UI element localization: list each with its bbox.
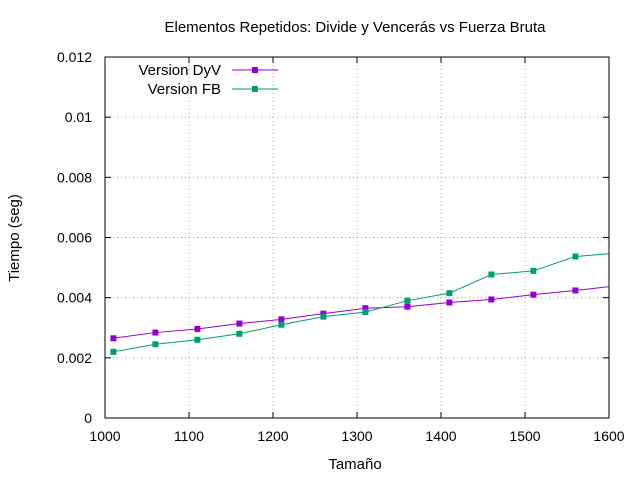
data-point bbox=[278, 316, 285, 323]
legend-label: Version FB bbox=[148, 81, 221, 98]
series-layer bbox=[110, 250, 620, 355]
data-point bbox=[614, 250, 620, 256]
x-axis-title: Tamaño bbox=[328, 456, 381, 473]
data-point bbox=[446, 299, 453, 306]
x-tick-label: 1000 bbox=[89, 428, 120, 444]
data-point bbox=[152, 341, 159, 348]
data-point bbox=[404, 303, 411, 310]
y-tick-label: 0 bbox=[84, 410, 92, 426]
series-1 bbox=[110, 283, 620, 342]
y-tick-label: 0.01 bbox=[65, 109, 92, 125]
x-tick-label: 1400 bbox=[425, 428, 456, 444]
data-point bbox=[320, 310, 327, 317]
data-point bbox=[446, 290, 453, 297]
data-point bbox=[236, 330, 243, 337]
data-point bbox=[320, 313, 327, 320]
x-tick-label: 1200 bbox=[257, 428, 288, 444]
data-point bbox=[404, 297, 411, 304]
data-point bbox=[278, 321, 285, 328]
x-tick-label: 1500 bbox=[509, 428, 540, 444]
x-tick-label: 1300 bbox=[341, 428, 372, 444]
y-tick-label: 0.002 bbox=[57, 350, 92, 366]
data-point bbox=[530, 267, 537, 274]
legend-swatch-marker bbox=[252, 67, 258, 73]
data-point bbox=[194, 336, 201, 343]
data-point bbox=[152, 329, 159, 336]
chart-title: Elementos Repetidos: Divide y Vencerás v… bbox=[164, 19, 546, 36]
ticks bbox=[104, 56, 610, 419]
legend-label: Version DyV bbox=[138, 62, 221, 79]
grid bbox=[105, 57, 609, 418]
data-point bbox=[110, 335, 117, 342]
data-point bbox=[572, 253, 579, 260]
y-tick-label: 0.012 bbox=[57, 49, 92, 65]
data-point bbox=[362, 305, 369, 312]
y-axis-title: Tiempo (seg) bbox=[6, 194, 23, 282]
y-tick-label: 0.008 bbox=[57, 169, 92, 185]
series-2 bbox=[110, 250, 620, 355]
legend-swatch-marker bbox=[252, 86, 258, 92]
data-point bbox=[488, 271, 495, 278]
data-point bbox=[572, 287, 579, 294]
data-point bbox=[194, 325, 201, 332]
data-point bbox=[488, 296, 495, 303]
y-tick-label: 0.004 bbox=[57, 290, 92, 306]
data-point bbox=[362, 309, 369, 316]
legend: Version DyV Version FB bbox=[138, 62, 278, 98]
x-tick-label: 1100 bbox=[174, 428, 204, 444]
y-tick-label: 0.006 bbox=[57, 230, 92, 246]
y-tick-labels: 0 0.002 0.004 0.006 0.008 0.01 0.012 bbox=[57, 49, 92, 426]
data-point bbox=[236, 320, 243, 327]
data-point bbox=[614, 283, 620, 289]
x-tick-labels: 1000 1100 1200 1300 1400 1500 1600 bbox=[89, 428, 624, 444]
data-point bbox=[110, 348, 117, 355]
data-point bbox=[530, 291, 537, 298]
x-tick-label: 1600 bbox=[593, 428, 624, 444]
